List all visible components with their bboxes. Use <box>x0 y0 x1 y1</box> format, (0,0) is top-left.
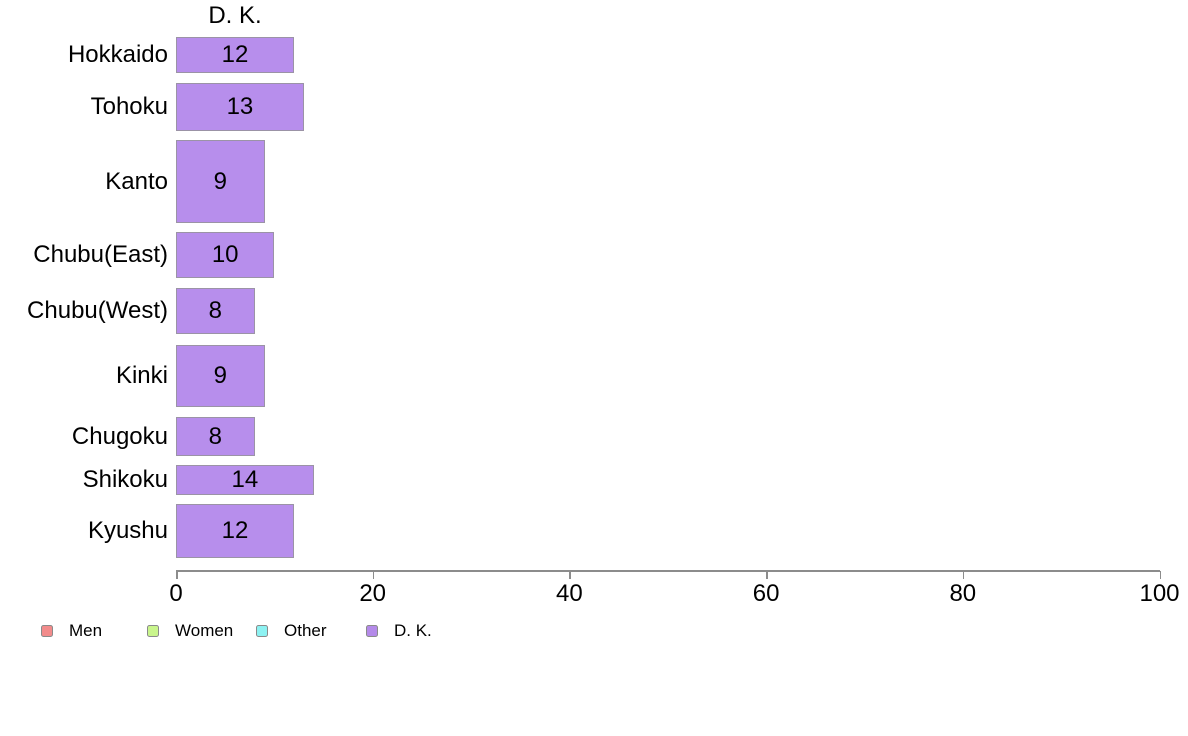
legend-swatch-other <box>256 625 268 637</box>
category-label-kanto: Kanto <box>105 167 168 195</box>
x-tick-mark <box>569 571 571 579</box>
x-tick-label: 20 <box>359 580 387 607</box>
bar-value-label: 14 <box>231 466 259 493</box>
legend-label: Women <box>175 621 234 640</box>
bar-kanto: 9 <box>176 140 265 223</box>
bar-chubu-east: 10 <box>176 232 275 278</box>
bar-value-label: 10 <box>211 241 239 268</box>
x-tick-mark <box>176 571 178 579</box>
category-label-tohoku: Tohoku <box>90 93 168 120</box>
legend-swatch-women <box>147 625 159 637</box>
x-tick-label: 100 <box>1139 580 1180 607</box>
bar-value-label: 8 <box>208 297 223 324</box>
category-label-kyushu: Kyushu <box>87 517 168 544</box>
bar-value-label: 9 <box>213 167 227 195</box>
bar-kyushu: 12 <box>176 504 295 558</box>
x-tick-label: 0 <box>169 580 183 607</box>
bar-chubu-west: 8 <box>176 288 255 334</box>
category-label-chugoku: Chugoku <box>71 422 168 450</box>
x-tick-label: 80 <box>949 580 977 607</box>
legend-swatch-men <box>41 625 53 637</box>
category-label-hokkaido: Hokkaido <box>67 41 168 68</box>
legend-swatch-d-k <box>366 625 378 637</box>
legend-item-men: Men <box>41 621 103 640</box>
category-label-shikoku: Shikoku <box>82 466 168 493</box>
x-tick-label: 60 <box>752 580 780 607</box>
legend-item-other: Other <box>256 621 327 640</box>
bar-hokkaido: 12 <box>176 37 295 73</box>
bar-shikoku: 14 <box>176 465 314 495</box>
legend-label: Men <box>69 621 103 640</box>
legend-item-women: Women <box>147 621 234 640</box>
bar-value-label: 12 <box>221 41 249 68</box>
legend-item-d-k: D. K. <box>366 621 432 640</box>
legend-label: D. K. <box>394 621 432 640</box>
bar-value-label: 9 <box>213 362 227 389</box>
x-axis-line <box>176 570 1160 572</box>
legend-label: Other <box>284 621 327 640</box>
bar-kinki: 9 <box>176 345 265 407</box>
bar-value-label: 12 <box>221 517 249 544</box>
bar-tohoku: 13 <box>176 83 304 131</box>
x-tick-mark <box>1159 571 1161 579</box>
category-label-chubu-east: Chubu(East) <box>33 241 168 268</box>
x-tick-mark <box>372 571 375 579</box>
bar-chugoku: 8 <box>176 417 255 456</box>
chart-title: D. K. <box>208 2 262 29</box>
x-tick-mark <box>766 571 768 579</box>
x-tick-label: 40 <box>556 580 583 607</box>
bar-value-label: 8 <box>208 422 223 450</box>
category-label-kinki: Kinki <box>115 362 168 389</box>
bar-value-label: 13 <box>226 93 254 120</box>
category-label-chubu-west: Chubu(West) <box>27 297 168 324</box>
x-tick-mark <box>962 571 965 579</box>
